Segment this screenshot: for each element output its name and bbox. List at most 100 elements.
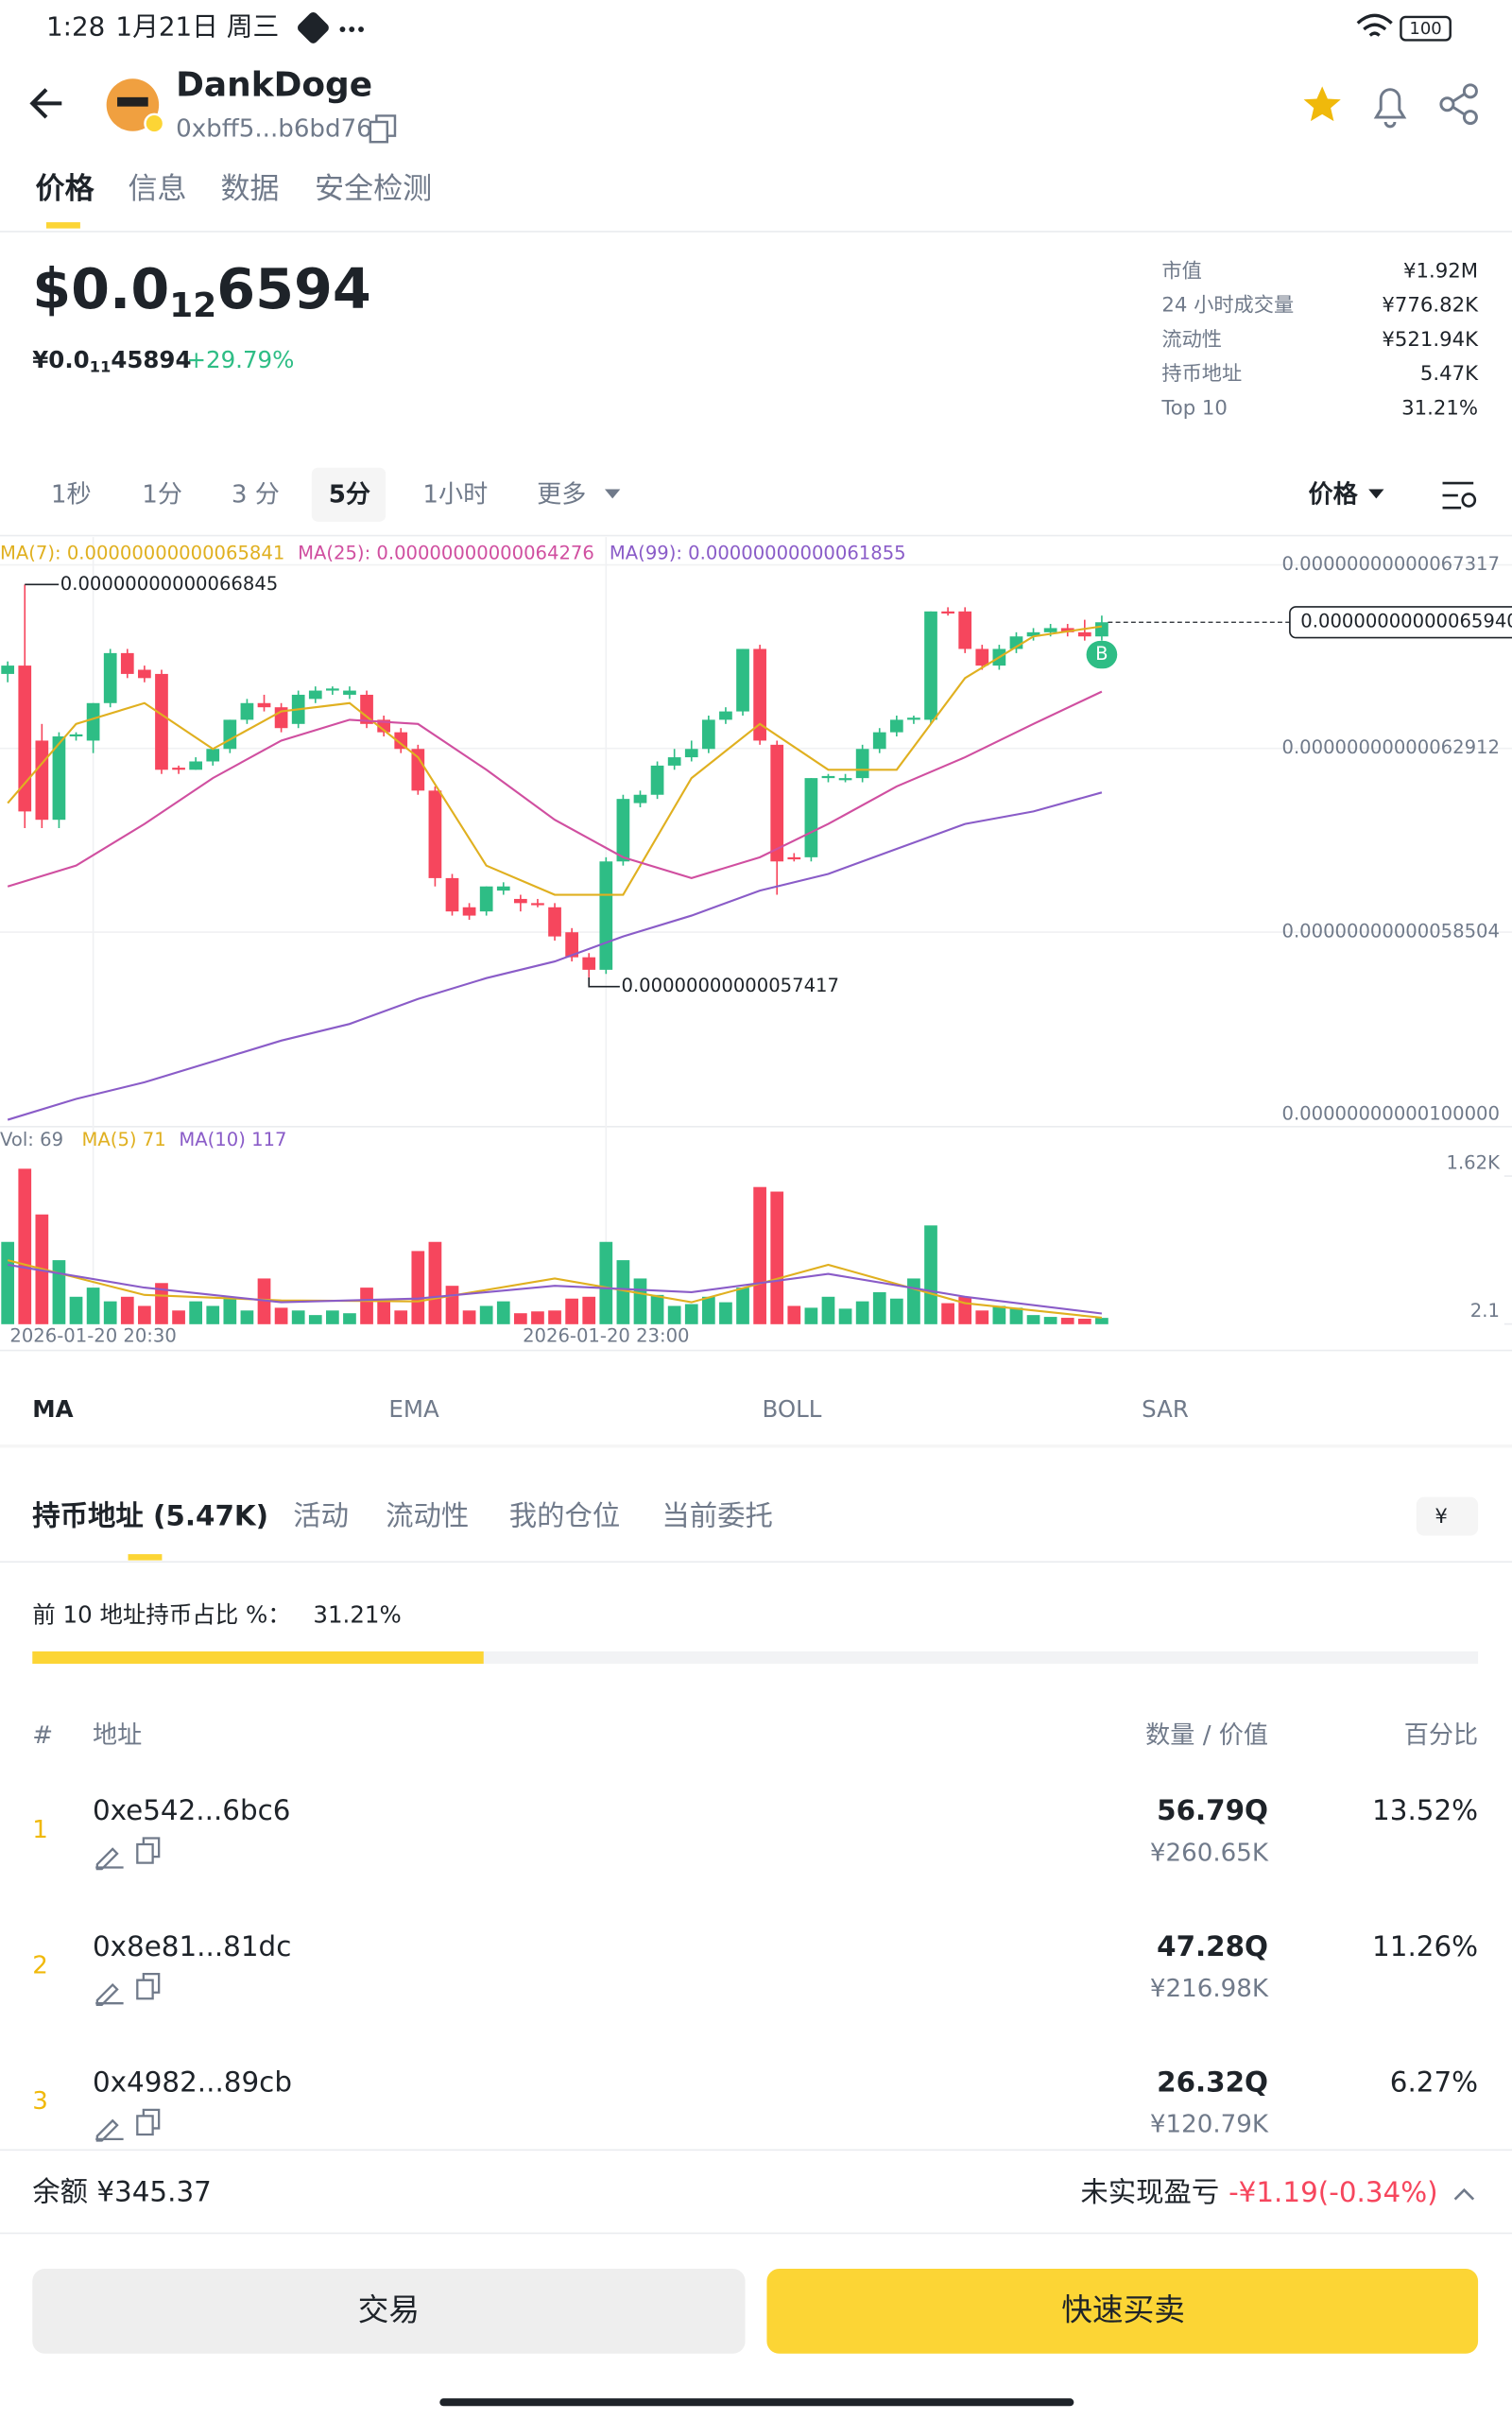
copy-icon[interactable] xyxy=(369,120,389,144)
stats: 市值 ¥1.92M 24 小时成交量 ¥776.82K 流动性 ¥521.94K 持币地址 5… xyxy=(1160,259,1479,420)
indicator[interactable]: MA xyxy=(32,1395,73,1423)
interval[interactable]: 1分 xyxy=(142,481,182,510)
buy-marker-bg xyxy=(1086,640,1118,669)
ma-legend: MA(25): 0.00000000000064276 xyxy=(298,543,594,564)
volume-bar xyxy=(565,1298,578,1324)
edit-icon[interactable] xyxy=(95,1982,124,2006)
interval[interactable]: 3 分 xyxy=(232,481,280,510)
favorite-star[interactable] xyxy=(1303,86,1341,122)
volume-bar xyxy=(582,1296,596,1324)
copy-icon[interactable] xyxy=(136,1973,161,2000)
volume-bar xyxy=(291,1310,305,1324)
volume-bar xyxy=(394,1310,408,1324)
candle-body xyxy=(86,702,100,741)
stat-label: Top 10 xyxy=(1160,396,1228,420)
candle-body xyxy=(736,648,749,712)
copy-icon[interactable] xyxy=(136,1837,161,1864)
tab[interactable]: 价格 xyxy=(36,172,95,206)
candle-body xyxy=(787,856,801,860)
indicator[interactable]: SAR xyxy=(1142,1395,1189,1423)
address: 0xe542...6bc6 xyxy=(93,1794,290,1826)
edit-icon[interactable] xyxy=(95,2118,124,2142)
interval[interactable]: 1秒 xyxy=(51,481,92,510)
alert-bell[interactable] xyxy=(1373,88,1407,129)
avatar-glasses xyxy=(117,96,148,107)
holder-tab[interactable]: 持币地址 (5.47K) xyxy=(32,1499,268,1531)
volume-bar xyxy=(924,1225,937,1324)
volume-bar xyxy=(274,1307,288,1324)
candle-body xyxy=(907,717,920,720)
holder-tabs: 持币地址 (5.47K) 活动 流动性 我的仓位 当前委托 xyxy=(32,1499,773,1531)
trade-button[interactable] xyxy=(32,2269,746,2354)
pnl-label: 未实现盈亏 xyxy=(1080,2176,1219,2208)
chain-badge xyxy=(144,112,165,134)
rank: 1 xyxy=(32,1816,48,1844)
interval[interactable]: 1小时 xyxy=(422,481,488,510)
amount-value: ¥260.65K xyxy=(1150,1839,1269,1867)
volume-bar xyxy=(838,1308,852,1324)
ma-line xyxy=(7,791,1103,1121)
chart-settings[interactable] xyxy=(1442,481,1477,510)
holder-tab[interactable]: 流动性 xyxy=(386,1499,469,1531)
x-tick-label: 2026-01-20 23:00 xyxy=(523,1324,689,1346)
amount: 47.28Q xyxy=(1157,1930,1268,1962)
rank: 3 xyxy=(32,2087,48,2116)
dot xyxy=(358,26,364,32)
candle-body xyxy=(360,694,373,724)
price-usd: $0.0126594 xyxy=(32,256,371,325)
price-cny-zeros: 11 xyxy=(90,357,112,375)
volume-bar xyxy=(1026,1315,1040,1324)
holder-tab[interactable]: 我的仓位 xyxy=(509,1499,621,1531)
copy-icon[interactable] xyxy=(136,2108,161,2136)
tab-indicator xyxy=(45,222,80,229)
holder-tab[interactable]: 活动 xyxy=(293,1499,349,1531)
candle-body xyxy=(821,775,835,779)
candle-body xyxy=(975,648,989,666)
edit-icon[interactable] xyxy=(95,1847,124,1871)
ma-line xyxy=(7,625,1103,896)
expand-caret[interactable] xyxy=(1453,2187,1475,2201)
candle-body xyxy=(531,903,544,906)
candle-body xyxy=(240,702,254,720)
tab[interactable]: 数据 xyxy=(220,172,279,206)
app-icon xyxy=(297,11,329,43)
volume-bar xyxy=(52,1260,66,1324)
top10-label: 前 10 地址持币占比 %： xyxy=(32,1600,290,1628)
holder-tab[interactable]: 当前委托 xyxy=(662,1499,773,1531)
chart-mode[interactable]: 价格 xyxy=(1308,480,1358,510)
column-header: 数量 / 价值 xyxy=(1145,1721,1268,1750)
volume-bar xyxy=(907,1278,920,1324)
back-button[interactable] xyxy=(29,88,62,119)
indicator[interactable]: BOLL xyxy=(763,1395,822,1423)
volume-bar xyxy=(172,1310,185,1324)
dot xyxy=(349,26,355,32)
candle-body xyxy=(120,652,134,674)
volume-bar xyxy=(1060,1318,1074,1324)
interval[interactable]: 更多 xyxy=(537,481,586,510)
candle-body xyxy=(1026,631,1040,637)
share-icon[interactable] xyxy=(1439,83,1478,126)
price-cny: ¥0.01145894 xyxy=(32,346,191,375)
intervals: 1秒 1分 3 分 5分 1小时 更多 xyxy=(51,481,587,510)
price-cny-digits: 45894 xyxy=(111,346,191,373)
candle-body xyxy=(1060,628,1074,632)
candle-body xyxy=(394,732,408,750)
rank: 2 xyxy=(32,1951,48,1979)
column-header: 百分比 xyxy=(1404,1721,1478,1750)
candle-body xyxy=(684,749,698,758)
volume-ma-line xyxy=(7,1259,1103,1320)
currency-toggle[interactable] xyxy=(1416,1496,1479,1536)
column-header: 地址 xyxy=(93,1721,142,1750)
token-name: DankDoge xyxy=(176,65,372,104)
quick-trade-button[interactable] xyxy=(766,2269,1479,2354)
indicator[interactable]: EMA xyxy=(388,1395,439,1423)
interval[interactable]: 5分 xyxy=(329,481,370,510)
tab[interactable]: 安全检测 xyxy=(315,172,432,206)
candle-body xyxy=(1,666,15,674)
candle-body xyxy=(445,877,459,912)
candle-body xyxy=(565,932,578,958)
tab[interactable]: 信息 xyxy=(129,172,187,206)
candle-body xyxy=(514,898,527,904)
stat-value: 5.47K xyxy=(1420,362,1479,386)
volume-bar xyxy=(223,1296,237,1324)
